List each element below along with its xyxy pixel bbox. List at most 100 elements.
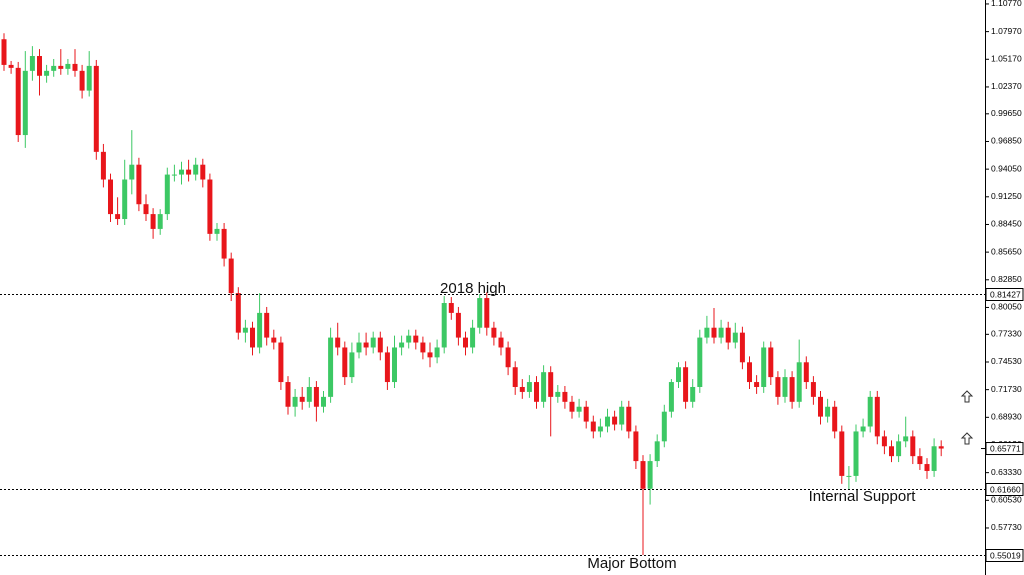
candle-body — [477, 298, 483, 328]
candle-body — [434, 347, 440, 358]
candle-body — [896, 441, 902, 457]
candle-body — [484, 298, 490, 328]
candle-body — [711, 327, 717, 338]
candle-body — [541, 372, 547, 402]
y-tick-label: 0.74530 — [991, 356, 1022, 366]
candle-body — [796, 362, 802, 402]
candle-body — [108, 179, 113, 215]
candle-body — [576, 406, 582, 412]
candle-body — [605, 416, 610, 427]
candle-body — [690, 386, 696, 402]
candle-body — [846, 475, 852, 477]
y-tick-label: 0.96850 — [991, 136, 1022, 146]
candle-body — [72, 63, 78, 71]
candle-body — [548, 372, 554, 397]
candle-body — [377, 337, 383, 353]
candle-body — [413, 335, 419, 343]
candle-body — [761, 347, 767, 387]
candle-body — [526, 382, 532, 392]
candle-body — [384, 352, 390, 383]
candle-body — [15, 67, 21, 136]
candle-body — [406, 335, 412, 343]
candle-body — [676, 367, 681, 383]
candle-body — [392, 347, 397, 383]
candle-body — [924, 464, 930, 471]
candle-body — [448, 303, 454, 313]
candle-body — [328, 337, 334, 397]
candle-body — [782, 377, 788, 397]
y-tick-label: 1.02370 — [991, 81, 1022, 91]
candle-body — [86, 65, 92, 91]
level-label: 0.81427 — [990, 289, 1021, 299]
candle-body — [186, 169, 192, 175]
candle-body — [583, 406, 589, 422]
candle-body — [810, 382, 816, 397]
candle-body — [668, 382, 674, 412]
candle-body — [321, 396, 326, 407]
y-tick-label: 0.68930 — [991, 412, 1022, 422]
candle-body — [250, 327, 255, 348]
candle-body — [150, 214, 156, 229]
candle-body — [292, 396, 298, 407]
candle-body — [512, 367, 518, 387]
annotation: Major Bottom — [587, 555, 676, 572]
y-tick-label: 0.57730 — [991, 522, 1022, 532]
y-tick-label: 0.91250 — [991, 191, 1022, 201]
candle-body — [775, 377, 781, 397]
candle-body — [164, 174, 170, 215]
candle-body — [136, 164, 142, 205]
candle-body — [427, 352, 433, 358]
candle-body — [881, 436, 887, 447]
candle-body — [590, 421, 596, 432]
candle-body — [1, 39, 7, 65]
candle-body — [278, 342, 284, 383]
arrow-icon — [960, 432, 974, 445]
candle-body — [683, 367, 689, 402]
level-label: 0.61660 — [990, 484, 1021, 494]
candle-body — [51, 65, 57, 71]
candle-body — [257, 312, 263, 348]
candle-body — [917, 456, 923, 465]
candle-body — [58, 65, 64, 69]
candle-body — [534, 382, 539, 402]
candle-body — [498, 337, 504, 348]
candle-body — [193, 164, 199, 175]
candle-body — [29, 56, 35, 71]
annotation: Internal Support — [809, 488, 917, 505]
candle-body — [640, 461, 646, 489]
candle-body — [661, 411, 667, 442]
y-tick-label: 0.71730 — [991, 384, 1022, 394]
last-price-box — [985, 442, 1024, 456]
candle-body — [732, 332, 738, 343]
level-label-box — [985, 483, 1024, 496]
candle-body — [143, 204, 149, 215]
y-tick-label: 0.60530 — [991, 495, 1022, 505]
candle-body — [306, 386, 312, 402]
candle-body — [115, 214, 121, 220]
level-label-box — [985, 549, 1024, 562]
candle-body — [8, 64, 14, 68]
candle-body — [768, 347, 774, 378]
candle-body — [65, 63, 71, 69]
y-tick-label: 0.94050 — [991, 163, 1022, 173]
candle-body — [100, 151, 106, 180]
candle-body — [363, 342, 369, 348]
candle-body — [228, 258, 234, 294]
candle-body — [129, 164, 135, 180]
y-tick-label: 0.63330 — [991, 467, 1022, 477]
y-tick-label: 0.77330 — [991, 329, 1022, 339]
candle-body — [505, 347, 511, 368]
candle-body — [903, 436, 909, 442]
candle-body — [44, 70, 50, 76]
y-tick-label: 1.05170 — [991, 54, 1022, 64]
candle-body — [79, 70, 85, 91]
candle-body — [264, 312, 270, 338]
candle-body — [938, 446, 944, 449]
candle-body — [718, 327, 724, 338]
candle-body — [725, 327, 731, 343]
y-tick-label: 0.82850 — [991, 274, 1022, 284]
candle-body — [931, 446, 937, 471]
candle-body — [704, 327, 710, 338]
last-price-label: 0.65771 — [990, 443, 1021, 453]
candle-body — [832, 406, 838, 432]
